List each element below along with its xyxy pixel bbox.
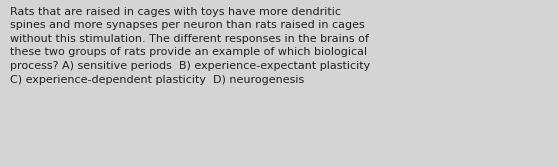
Text: Rats that are raised in cages with toys have more dendritic
spines and more syna: Rats that are raised in cages with toys …	[10, 7, 371, 85]
